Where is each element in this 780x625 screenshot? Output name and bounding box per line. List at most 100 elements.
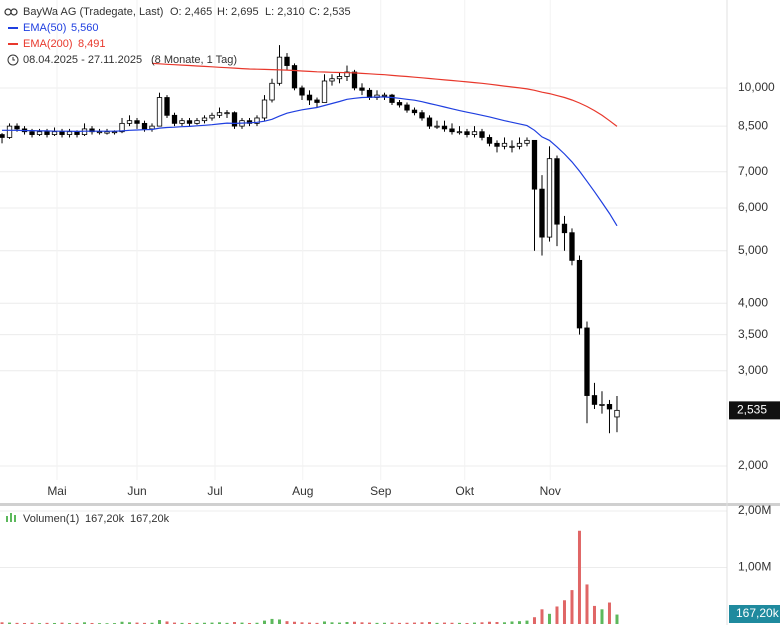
candle-body — [269, 82, 275, 101]
legend-label: EMA(50) — [23, 22, 66, 34]
volume-bar — [382, 622, 386, 624]
candle-body — [59, 131, 65, 135]
volume-bar — [323, 621, 327, 624]
volume-bar — [270, 618, 274, 624]
candle-body — [591, 395, 598, 405]
volume-bar — [45, 622, 49, 624]
volume-bar — [285, 621, 289, 624]
volume-bar — [360, 622, 364, 624]
candle-body — [516, 142, 523, 147]
clock-icon — [7, 54, 19, 66]
volume-bar — [345, 622, 349, 624]
volume-bar — [180, 622, 184, 624]
candle-body — [29, 131, 35, 135]
volume-bar — [278, 619, 282, 624]
candle-body — [164, 97, 170, 116]
volume-bar — [0, 622, 4, 624]
volume-bar — [68, 623, 72, 624]
volume-bar — [90, 622, 94, 624]
volume-bar — [60, 622, 64, 624]
candle-body — [396, 102, 403, 106]
ohlc-text: C: 2,535 — [309, 6, 351, 18]
candle-body — [261, 99, 268, 119]
volume-bar — [585, 584, 589, 624]
volume-bar — [615, 614, 619, 624]
candle-body — [6, 125, 13, 138]
candle-body — [569, 232, 575, 261]
volume-bar — [315, 622, 319, 624]
candle-body — [456, 131, 463, 134]
volume-bar — [98, 623, 102, 624]
candle-body — [464, 131, 470, 135]
x-tick-label: Jun — [127, 484, 146, 498]
volume-bar — [525, 620, 529, 624]
volume-bar — [248, 622, 252, 624]
instrument-title: BayWa AG (Tradegate, Last) — [23, 6, 163, 18]
volume-bar — [15, 622, 19, 624]
y-tick-label: 1,00M — [738, 560, 771, 574]
candle-body — [336, 76, 343, 80]
candle-body — [36, 131, 43, 135]
candle-body — [411, 109, 418, 114]
candle-body — [554, 158, 560, 225]
volume-bar — [128, 622, 132, 624]
candle-body — [494, 142, 500, 147]
volume-bar — [427, 622, 431, 624]
volume-bar — [263, 620, 267, 624]
candle-body — [389, 94, 395, 103]
volume-bar — [203, 622, 207, 624]
volume-bar — [517, 621, 521, 624]
volume-bar — [465, 622, 469, 624]
volume-value: 167,20k — [85, 513, 125, 525]
volume-bar — [495, 622, 499, 624]
volume-bar — [577, 530, 581, 624]
volume-bar — [210, 622, 214, 624]
candle-body — [381, 94, 388, 97]
volume-bar — [457, 622, 461, 624]
candle-body — [111, 131, 118, 134]
candle-body — [576, 259, 583, 329]
price-badge — [729, 401, 780, 420]
volume-bar — [300, 622, 304, 624]
volume-bar — [113, 623, 117, 624]
candle-body — [426, 117, 433, 127]
candle-body — [434, 125, 440, 128]
volume-bar — [502, 622, 506, 624]
candle-body — [201, 117, 208, 122]
candle-body — [486, 137, 493, 144]
volume-bar — [105, 623, 109, 624]
candle-body — [179, 120, 185, 124]
y-tick-label: 7,000 — [738, 164, 768, 178]
volume-value: 167,20k — [130, 513, 170, 525]
candle-body — [284, 56, 290, 66]
volume-bar — [540, 609, 544, 624]
volume-bar — [330, 622, 334, 624]
candle-body — [614, 409, 620, 418]
volume-bar — [487, 621, 491, 624]
volume-bar — [405, 622, 409, 624]
volume-bar — [225, 622, 229, 624]
candle-body — [449, 128, 455, 133]
volume-bar — [53, 622, 57, 624]
candle-body — [419, 112, 425, 119]
y-tick-label: 8,500 — [738, 118, 768, 132]
candle-body — [509, 145, 515, 148]
candle-body — [599, 404, 605, 406]
candle-body — [216, 112, 223, 116]
volume-bar — [600, 609, 604, 624]
volume-bar — [173, 622, 177, 624]
volume-bar — [233, 622, 237, 624]
candle-body — [74, 131, 80, 135]
candle-body — [561, 223, 568, 234]
candle-body — [501, 142, 508, 147]
candle-body — [14, 125, 20, 130]
candle-body — [156, 97, 163, 127]
volume-bar — [532, 617, 536, 624]
volume-bar — [338, 622, 342, 624]
x-tick-label: Sep — [370, 484, 392, 498]
y-tick-label: 3,500 — [738, 327, 768, 341]
volume-bar — [195, 622, 199, 624]
candle-body — [299, 87, 305, 96]
volume-bar — [592, 605, 596, 624]
volume-legend: Volumen(1) 167,20k 167,20k — [6, 513, 170, 525]
